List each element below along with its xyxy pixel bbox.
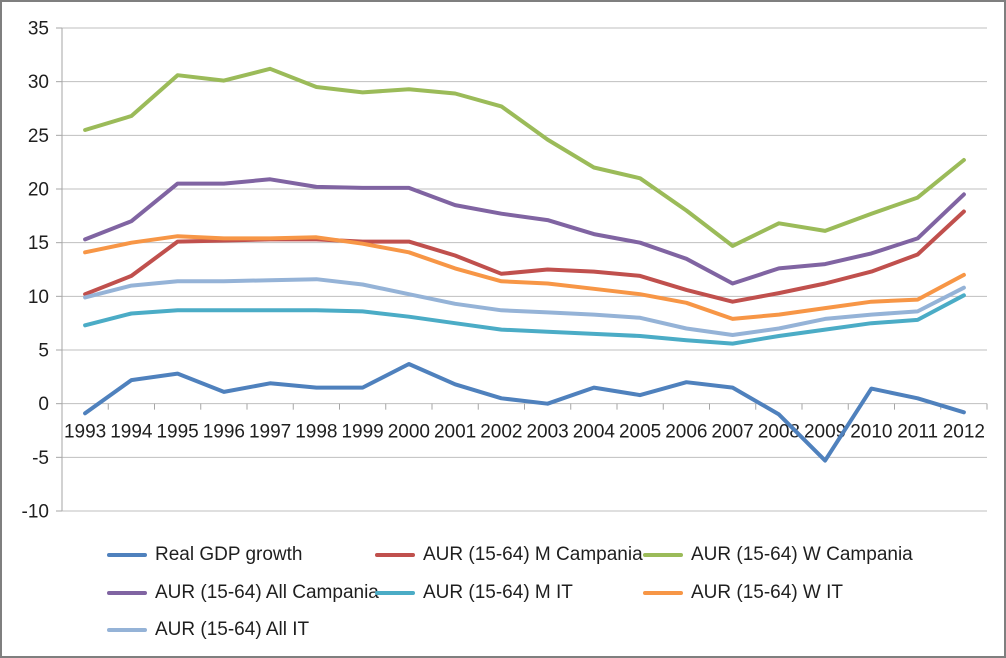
y-axis-tick-label: 10 — [28, 287, 49, 308]
x-axis-tick-label: 2005 — [619, 422, 661, 443]
x-axis-tick-label: 2006 — [665, 422, 707, 443]
y-axis-tick-label: 0 — [38, 394, 49, 415]
x-axis-tick-label: 2001 — [434, 422, 476, 443]
y-axis-tick-label: -5 — [32, 448, 49, 469]
x-axis-tick-label: 2009 — [804, 422, 846, 443]
x-axis-tick-label: 1995 — [156, 422, 198, 443]
x-axis-tick-label: 2000 — [388, 422, 430, 443]
x-axis-tick-label: 2002 — [480, 422, 522, 443]
y-axis-tick-label: -10 — [22, 502, 49, 523]
series-line-aur-15-64-all-campania — [83, 177, 966, 286]
series-line-aur-15-64-w-campania — [83, 66, 966, 248]
x-axis-tick-label: 2012 — [943, 422, 985, 443]
series-line-aur-15-64-all-it — [83, 277, 966, 337]
y-axis-tick-label: 35 — [28, 19, 49, 40]
x-axis-tick-label: 1999 — [341, 422, 383, 443]
x-axis-tick-label: 1998 — [295, 422, 337, 443]
y-axis-tick-label: 30 — [28, 72, 49, 93]
y-axis-tick-label: 15 — [28, 233, 49, 254]
series-line-real-gdp-growth — [83, 362, 966, 463]
y-axis-tick-label: 25 — [28, 126, 49, 147]
x-axis-tick-label: 2010 — [850, 422, 892, 443]
x-axis-tick-label: 2003 — [526, 422, 568, 443]
x-axis-tick-label: 2011 — [897, 422, 938, 443]
series-line-aur-15-64-m-it — [83, 293, 966, 346]
series-line-aur-15-64-w-it — [83, 234, 966, 321]
x-axis-tick-label: 1994 — [110, 422, 153, 443]
x-axis-tick-label: 2004 — [573, 422, 616, 443]
x-axis-tick-label: 1993 — [64, 422, 106, 443]
x-axis-tick-label: 2007 — [711, 422, 753, 443]
y-axis-tick-label: 20 — [28, 180, 49, 201]
series-line-aur-15-64-m-campania — [83, 209, 966, 304]
x-axis-tick-label: 1997 — [249, 422, 291, 443]
x-axis-tick-label: 1996 — [203, 422, 245, 443]
y-axis-tick-label: 5 — [38, 341, 49, 362]
x-axis-tick-label: 2008 — [758, 422, 800, 443]
